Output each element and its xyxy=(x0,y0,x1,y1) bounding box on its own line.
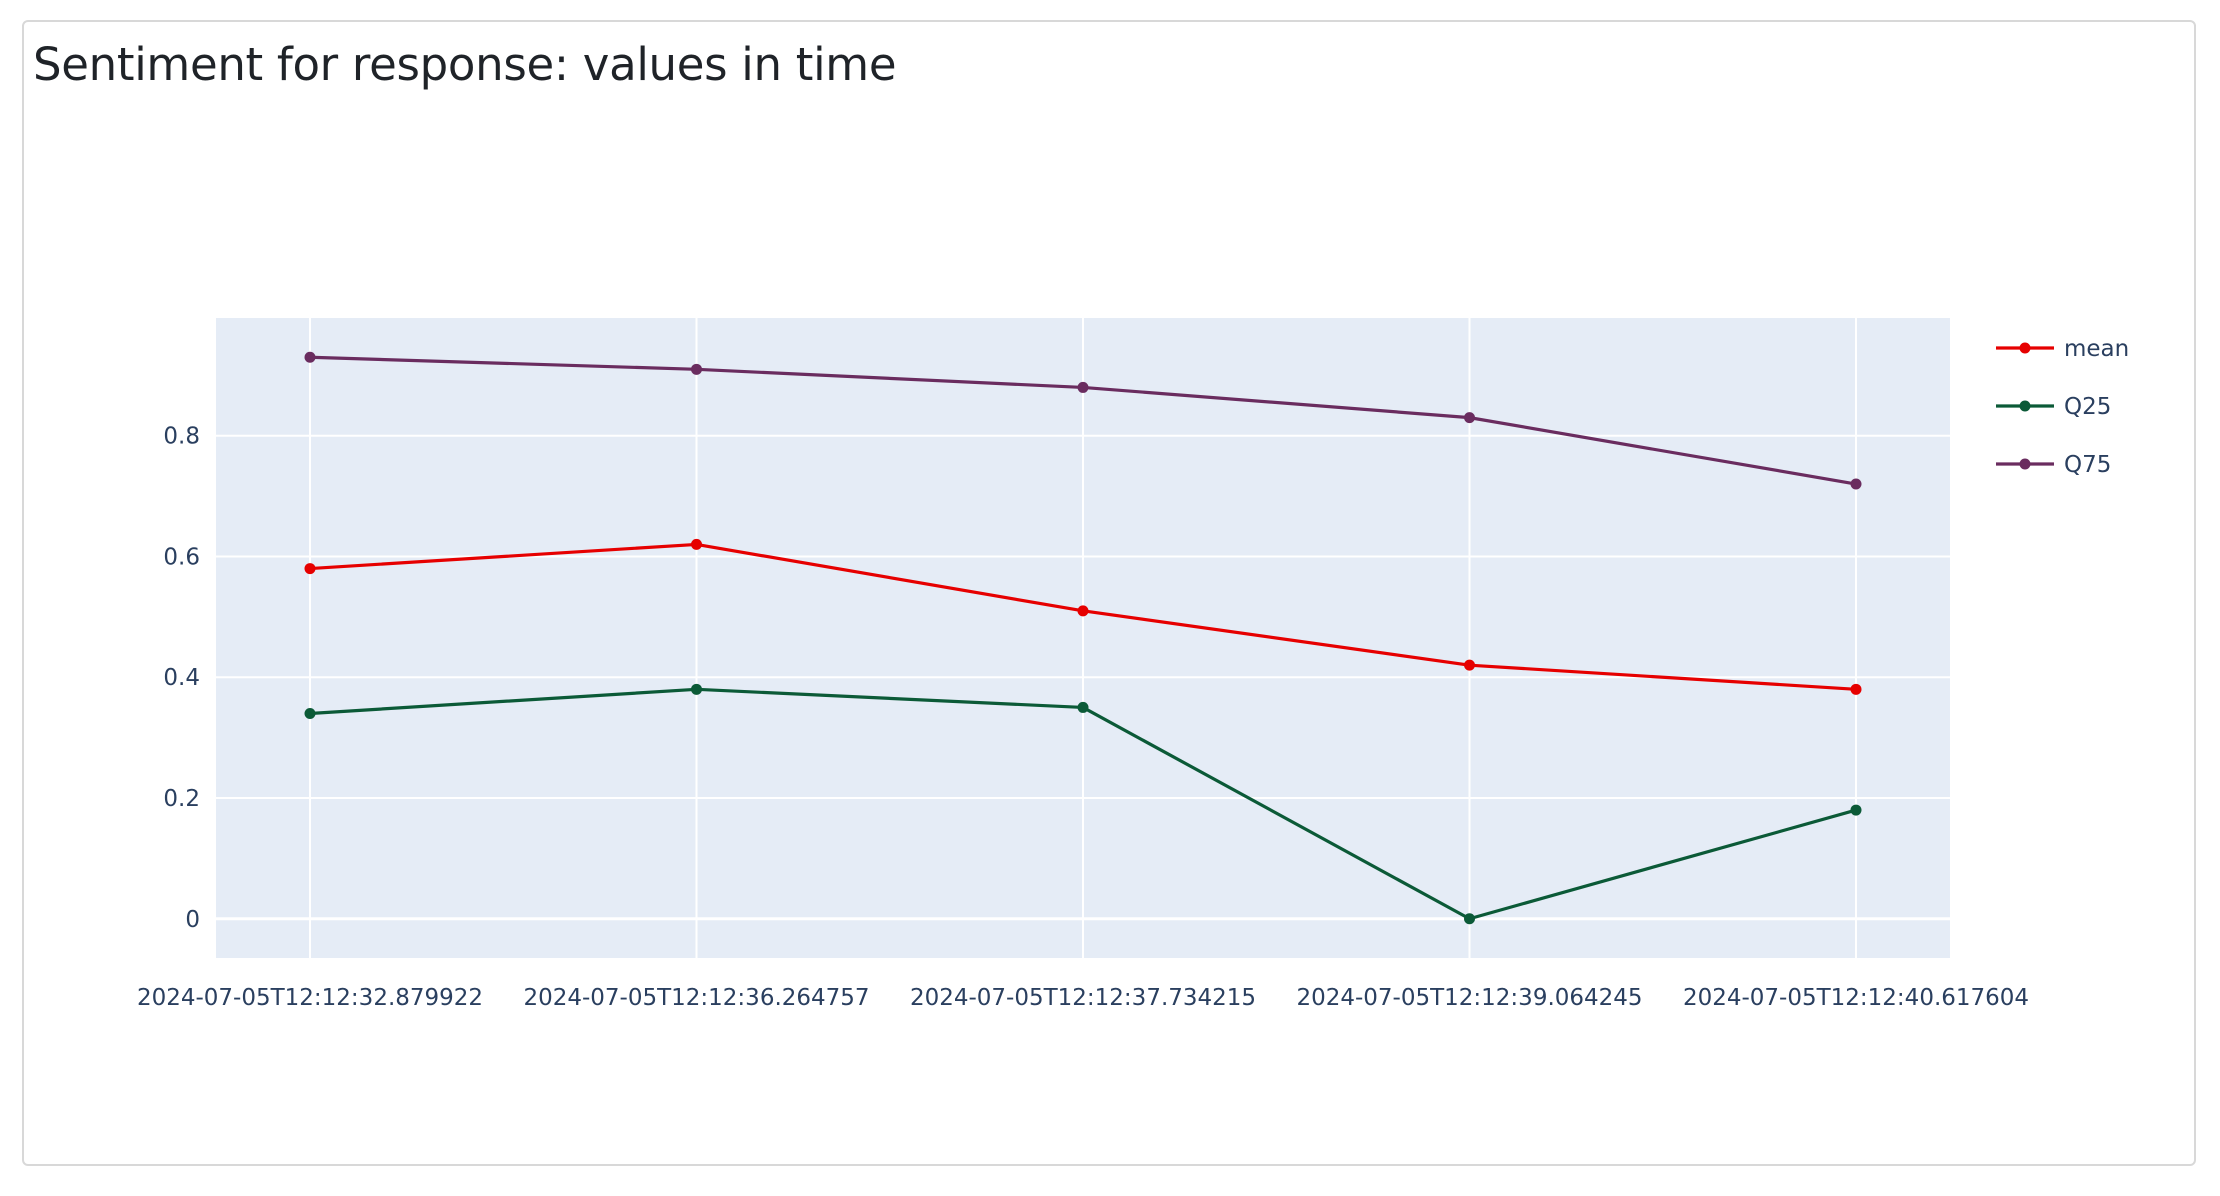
chart-title: Sentiment for response: values in time xyxy=(33,38,897,91)
data-point-mean xyxy=(691,538,702,550)
legend-marker-q25 xyxy=(2019,400,2031,412)
data-point-mean xyxy=(1850,683,1862,695)
x-tick-label: 2024-07-05T12:12:39.064245 xyxy=(1296,985,1642,1011)
legend-label-q25[interactable]: Q25 xyxy=(2064,394,2111,420)
x-tick-label: 2024-07-05T12:12:40.617604 xyxy=(1683,985,2029,1011)
data-point-q75 xyxy=(1077,381,1089,393)
y-tick-label: 0 xyxy=(185,907,200,933)
data-point-q75 xyxy=(304,351,316,363)
data-point-q75 xyxy=(691,363,702,375)
x-tick-label: 2024-07-05T12:12:32.879922 xyxy=(137,985,483,1011)
data-point-mean xyxy=(1464,659,1475,671)
y-tick-label: 0.2 xyxy=(163,786,200,812)
data-point-q75 xyxy=(1850,478,1862,490)
data-point-mean xyxy=(304,563,316,575)
legend-marker-q75 xyxy=(2019,458,2031,470)
y-tick-label: 0.6 xyxy=(163,544,200,570)
data-point-mean xyxy=(1077,605,1089,617)
data-point-q25 xyxy=(304,707,316,719)
data-point-q25 xyxy=(1850,804,1862,816)
x-tick-label: 2024-07-05T12:12:36.264757 xyxy=(523,985,869,1011)
data-point-q25 xyxy=(1077,701,1089,713)
legend-label-mean[interactable]: mean xyxy=(2064,336,2129,362)
legend-marker-mean xyxy=(2019,342,2031,354)
y-tick-label: 0.4 xyxy=(163,665,200,691)
legend-label-q75[interactable]: Q75 xyxy=(2064,452,2111,478)
x-tick-label: 2024-07-05T12:12:37.734215 xyxy=(910,985,1256,1011)
data-point-q25 xyxy=(1464,913,1475,925)
data-point-q75 xyxy=(1464,412,1475,424)
y-tick-label: 0.8 xyxy=(163,424,200,450)
data-point-q25 xyxy=(691,683,702,695)
